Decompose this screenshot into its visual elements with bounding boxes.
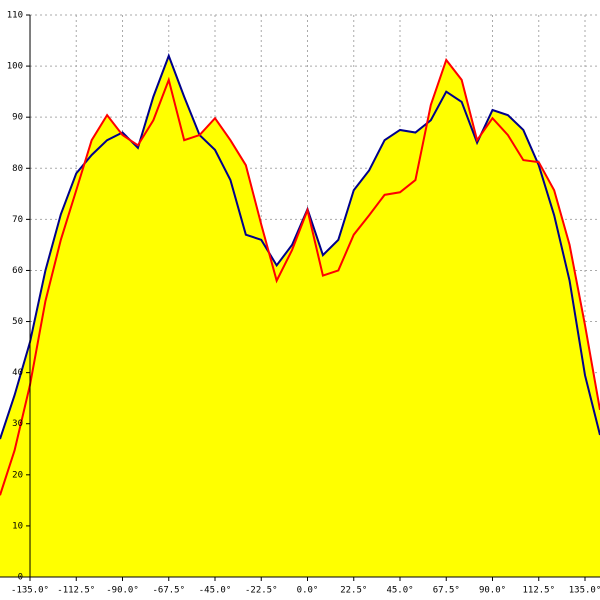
y-tick-label: 110 — [7, 11, 23, 21]
y-tick-label: 90 — [12, 113, 23, 123]
x-tick-label: 90.0° — [479, 586, 506, 596]
y-tick-label: 30 — [12, 419, 23, 429]
x-tick-label: 67.5° — [433, 586, 460, 596]
x-tick-label: -112.5° — [57, 586, 95, 596]
x-tick-label: -135.0° — [11, 586, 49, 596]
line — [0, 57, 600, 496]
x-tick-label: 45.0° — [386, 586, 413, 596]
y-tick-label: 80 — [12, 164, 23, 174]
x-tick-label: 22.5° — [340, 586, 367, 596]
y-tick-label: 10 — [12, 521, 23, 531]
x-tick-label: -22.5° — [245, 586, 278, 596]
area — [0, 59, 600, 577]
y-tick-label: 70 — [12, 215, 23, 225]
y-tick-label: 60 — [12, 266, 23, 276]
x-tick-label: 0.0° — [297, 586, 319, 596]
y-tick-label: 0 — [18, 573, 23, 583]
y-tick-label: 100 — [7, 62, 23, 72]
y-tick-label: 40 — [12, 368, 23, 378]
x-tick-label: -67.5° — [152, 586, 185, 596]
line — [0, 53, 600, 440]
x-tick-label: -45.0° — [199, 586, 232, 596]
y-tick-label: 20 — [12, 470, 23, 480]
x-tick-label: 112.5° — [522, 586, 555, 596]
y-tick-label: 50 — [12, 317, 23, 327]
x-tick-label: 135.0° — [569, 586, 600, 596]
x-tick-label: -90.0° — [106, 586, 139, 596]
